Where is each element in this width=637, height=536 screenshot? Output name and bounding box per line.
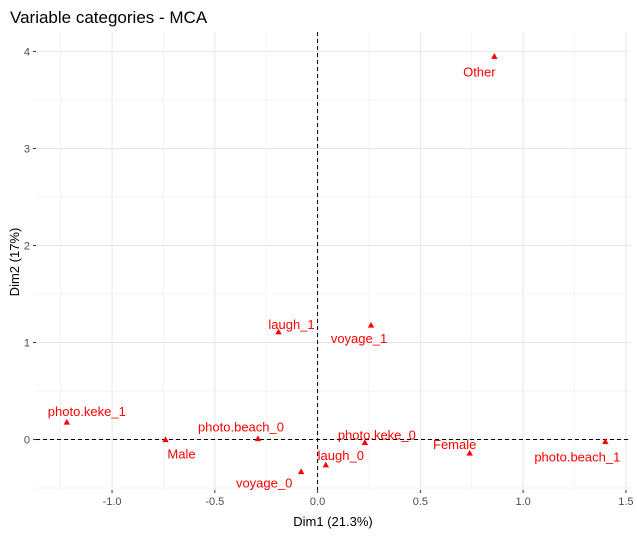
data-point-marker — [466, 449, 473, 456]
y-tick-label: 1 — [24, 338, 30, 350]
data-point-marker — [322, 461, 330, 468]
data-points — [63, 53, 609, 475]
data-point-label: Other — [463, 64, 496, 79]
x-tick-label: -0.5 — [205, 496, 224, 508]
data-point-marker — [162, 436, 169, 443]
x-axis-ticks: -1.0 -0.5 0.0 0.5 1.0 1.5 — [103, 490, 634, 508]
data-point-label: Female — [433, 437, 476, 452]
data-point-label: voyage_1 — [331, 331, 387, 346]
y-tick-label: 2 — [24, 240, 30, 252]
y-axis-title: Dim2 (17%) — [7, 228, 22, 297]
x-tick-label: 0.5 — [413, 496, 428, 508]
data-point-marker — [361, 439, 369, 446]
data-point-marker — [297, 468, 305, 475]
data-point-marker — [63, 418, 71, 425]
data-point-label: photo.keke_1 — [48, 404, 126, 419]
point-labels: Otherlaugh_1voyage_1photo.keke_1Malephot… — [48, 64, 621, 490]
y-tick-label: 0 — [24, 435, 30, 447]
plot-panel — [36, 32, 630, 490]
data-point-label: laugh_0 — [318, 448, 364, 463]
data-point-marker — [367, 321, 375, 328]
data-point-marker — [602, 438, 609, 445]
x-tick-label: 0.0 — [310, 496, 325, 508]
data-point-label: photo.keke_0 — [338, 427, 416, 442]
y-axis-ticks: 0 1 2 3 4 — [24, 46, 36, 447]
data-point-label: photo.beach_0 — [198, 420, 284, 435]
x-tick-label: -1.0 — [103, 496, 122, 508]
data-point-label: voyage_0 — [236, 476, 292, 491]
data-point-label: Male — [167, 447, 195, 462]
reference-lines — [36, 32, 630, 490]
x-axis-title: Dim1 (21.3%) — [293, 514, 372, 529]
y-tick-label: 4 — [24, 46, 30, 58]
x-tick-label: 1.0 — [515, 496, 530, 508]
x-tick-label: 1.5 — [618, 496, 633, 508]
data-point-label: photo.beach_1 — [534, 449, 620, 464]
chart-title: Variable categories - MCA — [10, 8, 208, 27]
y-tick-label: 3 — [24, 143, 30, 155]
data-point-marker — [491, 53, 498, 59]
data-point-marker — [254, 435, 262, 442]
data-point-label: laugh_1 — [268, 317, 314, 332]
data-point-marker — [275, 328, 282, 335]
